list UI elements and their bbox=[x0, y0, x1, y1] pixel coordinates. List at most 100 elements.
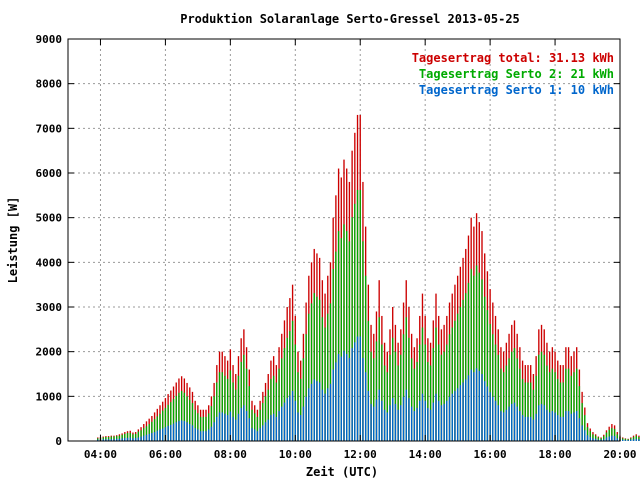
bar bbox=[356, 189, 359, 441]
bar bbox=[397, 409, 399, 441]
bar bbox=[216, 416, 218, 441]
bar bbox=[186, 396, 188, 441]
bar bbox=[337, 353, 340, 441]
bar bbox=[594, 438, 597, 441]
bar bbox=[448, 334, 451, 441]
bar bbox=[565, 368, 567, 441]
bar bbox=[272, 413, 275, 441]
bar bbox=[486, 310, 489, 441]
bar bbox=[505, 409, 508, 441]
bar bbox=[438, 400, 440, 441]
bar bbox=[281, 358, 283, 441]
bar bbox=[462, 299, 464, 441]
bar bbox=[381, 400, 383, 441]
bar bbox=[543, 354, 545, 441]
bar bbox=[405, 389, 407, 441]
bar bbox=[557, 378, 559, 441]
bar bbox=[416, 361, 418, 441]
bar bbox=[416, 407, 418, 441]
bar bbox=[605, 432, 608, 441]
bar bbox=[624, 438, 627, 441]
bar bbox=[565, 411, 567, 441]
bar bbox=[589, 431, 591, 441]
bar bbox=[202, 416, 204, 441]
bar bbox=[405, 317, 407, 441]
bar bbox=[608, 436, 610, 441]
bar bbox=[197, 413, 199, 441]
bar bbox=[343, 350, 345, 441]
bar bbox=[148, 433, 150, 441]
legend-entry-3: Tagesertrag Serto 1: 10 kWh bbox=[419, 83, 614, 97]
bar bbox=[208, 429, 210, 441]
bar bbox=[243, 405, 245, 441]
bar bbox=[145, 434, 148, 441]
bar bbox=[297, 412, 299, 441]
bar bbox=[226, 415, 229, 441]
bar bbox=[313, 293, 315, 441]
legend-entry-1: Tagesertrag total: 31.13 kWh bbox=[412, 51, 614, 65]
bar bbox=[153, 419, 156, 441]
bar bbox=[635, 438, 637, 441]
bar bbox=[224, 413, 226, 441]
bar bbox=[554, 372, 556, 441]
bar bbox=[348, 357, 351, 441]
bar bbox=[191, 403, 194, 441]
bar bbox=[421, 327, 424, 441]
bar bbox=[589, 436, 591, 441]
bar bbox=[124, 433, 126, 441]
bar bbox=[308, 388, 310, 441]
bar bbox=[232, 382, 234, 441]
bar bbox=[367, 390, 370, 441]
bar bbox=[527, 416, 529, 441]
bar bbox=[548, 412, 551, 441]
bar bbox=[546, 409, 548, 441]
bar bbox=[443, 351, 445, 441]
bar bbox=[592, 438, 594, 441]
bar bbox=[459, 307, 462, 441]
bar bbox=[343, 224, 345, 441]
bar bbox=[262, 425, 264, 441]
bar bbox=[143, 428, 145, 441]
y-tick-label: 4000 bbox=[36, 256, 63, 269]
bar bbox=[470, 269, 472, 441]
bar bbox=[584, 430, 586, 441]
bar bbox=[600, 439, 602, 441]
plot-frame bbox=[67, 38, 621, 442]
bar bbox=[603, 439, 605, 441]
x-axis-label: Zeit (UTC) bbox=[306, 465, 378, 479]
bar bbox=[383, 409, 386, 441]
bar bbox=[199, 431, 202, 441]
bar bbox=[297, 372, 299, 441]
bar bbox=[608, 429, 610, 441]
bar bbox=[392, 398, 394, 441]
bar bbox=[456, 388, 459, 441]
y-tick-label: 6000 bbox=[36, 167, 63, 180]
bar bbox=[240, 361, 242, 441]
bar bbox=[592, 434, 594, 441]
ticks bbox=[68, 38, 621, 442]
bar bbox=[327, 313, 329, 441]
bar bbox=[153, 432, 156, 441]
bar bbox=[205, 431, 207, 441]
bar bbox=[105, 439, 107, 441]
bar bbox=[251, 409, 253, 441]
bar bbox=[259, 409, 261, 441]
bar bbox=[402, 396, 405, 441]
x-tick-label: 08:00 bbox=[214, 448, 247, 461]
bar bbox=[597, 439, 600, 441]
bar bbox=[294, 400, 296, 441]
bar bbox=[581, 403, 583, 441]
bar bbox=[202, 431, 204, 441]
bar bbox=[359, 189, 361, 441]
bar bbox=[270, 415, 272, 441]
bar bbox=[316, 296, 318, 441]
bar bbox=[348, 241, 351, 441]
bar bbox=[229, 411, 232, 441]
bar bbox=[340, 356, 342, 441]
series-2-bars bbox=[97, 189, 640, 441]
bar bbox=[132, 434, 134, 441]
bar bbox=[324, 393, 326, 441]
bar bbox=[243, 354, 245, 441]
bar bbox=[400, 354, 402, 441]
bar bbox=[408, 337, 410, 441]
